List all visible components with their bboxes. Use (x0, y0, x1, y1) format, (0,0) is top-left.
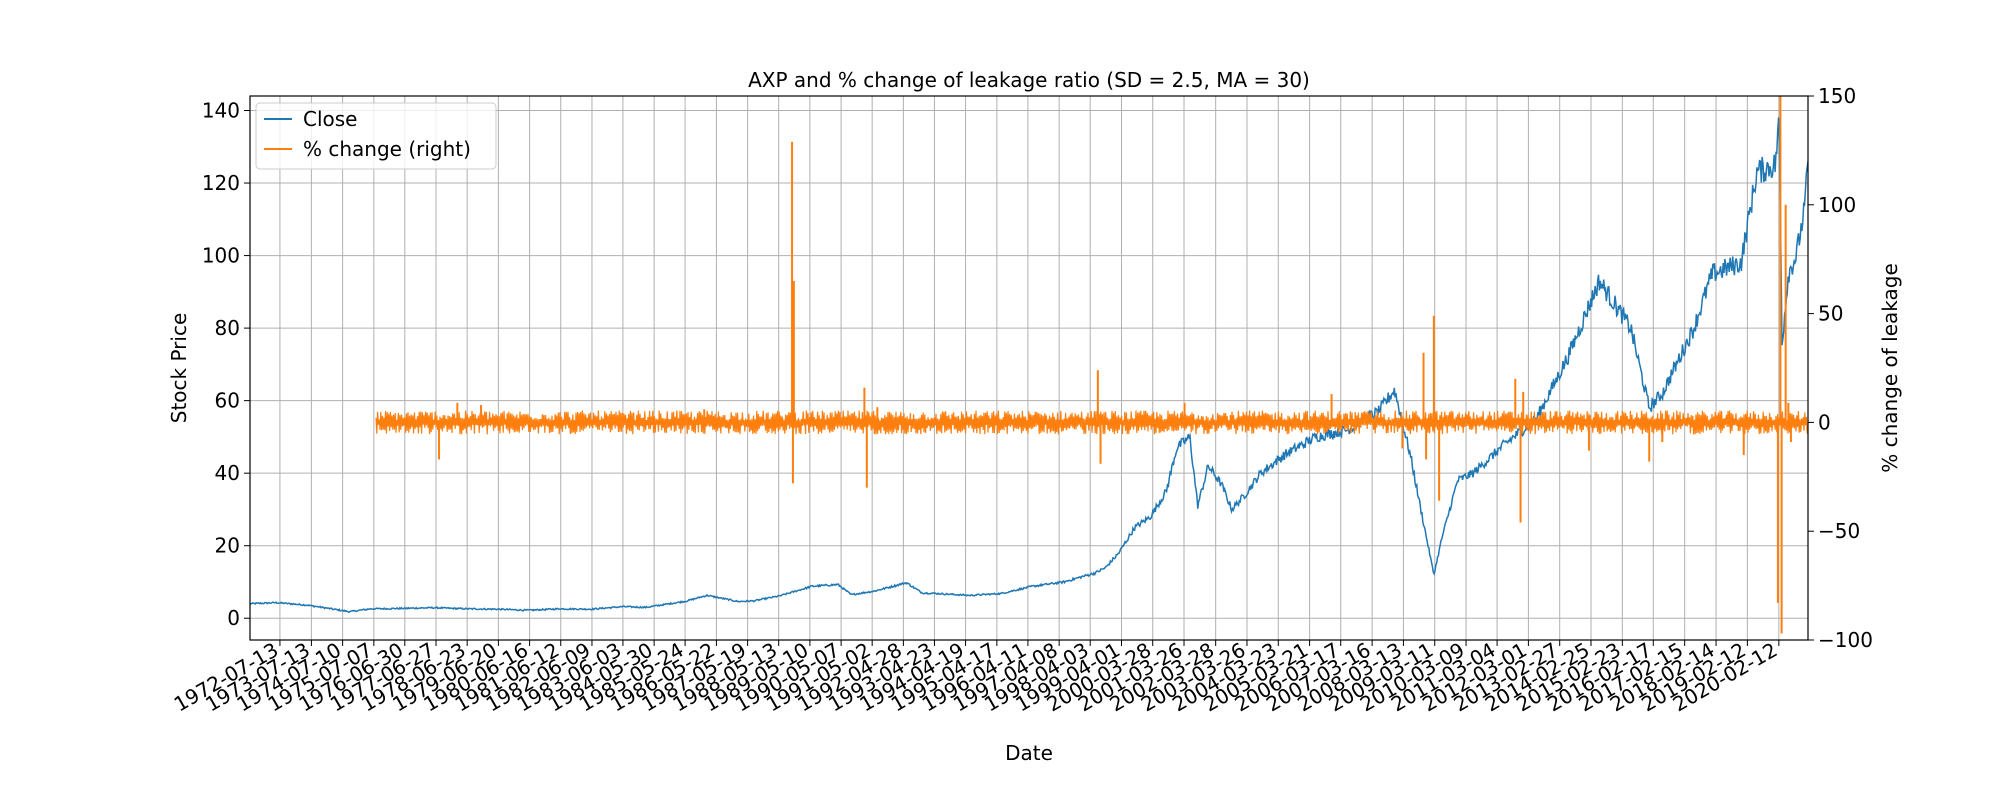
y-axis-label: Stock Price (167, 313, 191, 424)
y-axis-right: −100 −50 0 50 100 150 (1808, 84, 1873, 652)
y-axis-left: 0 20 40 60 80 100 120 140 (202, 99, 250, 630)
y2-tick-label: 150 (1818, 84, 1856, 108)
y2-tick-label: 100 (1818, 193, 1856, 217)
legend-label-close: Close (303, 107, 357, 131)
y-tick-label: 100 (202, 244, 240, 268)
y-tick-label: 80 (215, 316, 240, 340)
y-tick-label: 120 (202, 171, 240, 195)
y2-tick-label: 50 (1818, 302, 1843, 326)
x-axis: 1972-07-131973-07-131974-07-101975-07-07… (170, 638, 1782, 717)
y-tick-label: 60 (215, 389, 240, 413)
y-tick-label: 0 (227, 606, 240, 630)
y-tick-label: 40 (215, 461, 240, 485)
x-axis-label: Date (1005, 741, 1053, 765)
grid (250, 96, 1808, 640)
y2-tick-label: −50 (1818, 519, 1860, 543)
y-tick-label: 140 (202, 99, 240, 123)
legend-box (255, 102, 497, 170)
axes-frame (249, 95, 1809, 641)
y2-axis-label: % change of leakage (1878, 263, 1902, 473)
chart-title: AXP and % change of leakage ratio (SD = … (748, 68, 1310, 92)
y2-tick-label: 0 (1818, 410, 1831, 434)
y-tick-label: 20 (215, 534, 240, 558)
legend-label-pct-change: % change (right) (303, 137, 471, 161)
y2-tick-label: −100 (1818, 628, 1873, 652)
series-close-line (250, 117, 1808, 614)
plot-area (250, 96, 1808, 634)
series-pct-change-line (375, 410, 1808, 435)
legend: Close % change (right) (255, 102, 497, 170)
